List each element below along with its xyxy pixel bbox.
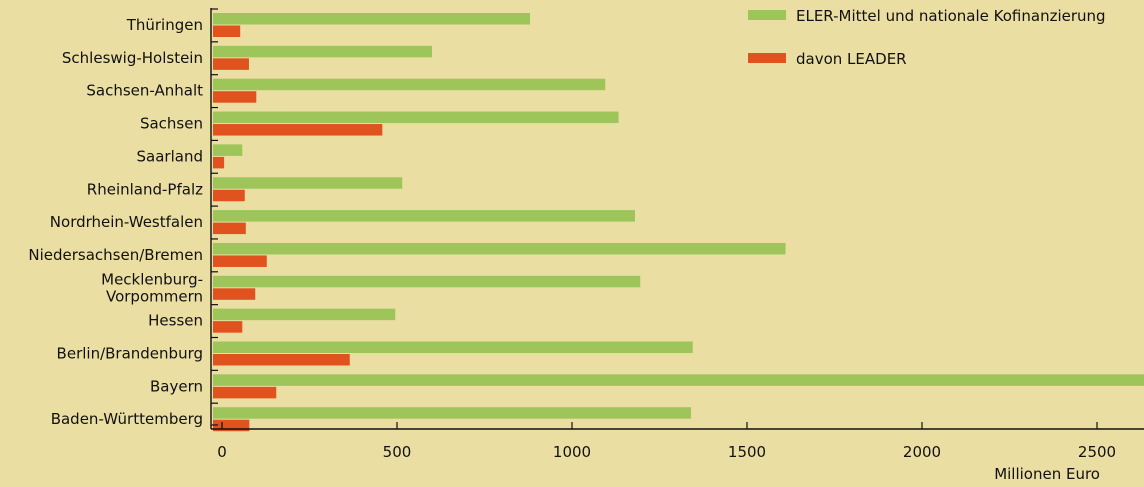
legend: ELER-Mittel und nationale Kofinanzierung…	[748, 7, 1106, 68]
category-label-mecklenburg-vorpommern: Mecklenburg-Vorpommern	[101, 270, 203, 305]
bar-eler-bayern	[213, 374, 1144, 386]
bar-eler-sachsen-anhalt	[213, 78, 606, 91]
bar-leader-rheinland-pfalz	[213, 189, 245, 202]
x-tick-label: 500	[383, 443, 412, 461]
legend-label-leader: davon LEADER	[796, 50, 907, 68]
bar-eler-berlin-brandenburg	[213, 341, 693, 353]
bar-leader-sachsen-anhalt	[213, 91, 257, 103]
bar-leader-baden-württemberg	[213, 419, 250, 432]
bar-leader-schleswig-holstein	[213, 58, 249, 70]
bar-eler-nordrhein-westfalen	[213, 210, 635, 222]
category-label-baden-württemberg: Baden-Württemberg	[51, 410, 203, 428]
category-labels: Thüringen Schleswig-Holstein Sachsen-Anhal…	[28, 16, 203, 428]
bar-eler-mecklenburg-vorpommern	[213, 275, 641, 288]
category-label-nordrhein-westfalen: Nordrhein-Westfalen	[50, 213, 203, 231]
bar-leader-berlin-brandenburg	[213, 354, 350, 366]
bar-leader-hessen	[213, 321, 243, 333]
category-label-sachsen-anhalt: Sachsen-Anhalt	[86, 82, 203, 100]
legend-swatch-eler	[748, 10, 786, 20]
x-axis-label: Millionen Euro	[994, 465, 1100, 483]
x-tick-label: 2500	[1078, 443, 1116, 461]
bar-leader-bayern	[213, 386, 277, 399]
bar-eler-saarland	[213, 144, 243, 156]
x-tick-label: 0	[217, 443, 227, 461]
legend-swatch-leader	[748, 53, 786, 63]
category-label-sachsen: Sachsen	[140, 115, 203, 133]
category-label-rheinland-pfalz: Rheinland-Pfalz	[87, 180, 203, 198]
category-label-thüringen: Thüringen	[126, 16, 203, 34]
bar-leader-mecklenburg-vorpommern	[213, 288, 256, 300]
bars-layer	[213, 13, 1144, 432]
category-label-hessen: Hessen	[148, 312, 203, 330]
bar-eler-schleswig-holstein	[213, 45, 432, 58]
category-label-bayern: Bayern	[150, 377, 203, 395]
x-tick-label: 1000	[553, 443, 591, 461]
category-label-niedersachsen-bremen: Niedersachsen/Bremen	[28, 246, 203, 264]
axes-layer	[210, 8, 1144, 430]
bar-eler-sachsen	[213, 111, 619, 124]
bar-eler-rheinland-pfalz	[213, 177, 403, 189]
bar-eler-niedersachsen-bremen	[213, 242, 786, 255]
category-label-schleswig-holstein: Schleswig-Holstein	[62, 49, 203, 67]
bar-eler-baden-württemberg	[213, 407, 691, 419]
x-tick-label: 2000	[903, 443, 941, 461]
bar-eler-hessen	[213, 308, 396, 321]
x-tick-labels: 0 500 1000 1500 2000 2500	[217, 443, 1116, 461]
bar-leader-nordrhein-westfalen	[213, 222, 246, 235]
category-label-saarland: Saarland	[137, 147, 203, 165]
legend-label-eler: ELER-Mittel und nationale Kofinanzierung	[796, 7, 1106, 25]
bar-leader-sachsen	[213, 124, 383, 136]
bar-leader-niedersachsen-bremen	[213, 255, 267, 267]
bar-leader-thüringen	[213, 25, 241, 37]
bar-eler-thüringen	[213, 13, 530, 25]
bar-leader-saarland	[213, 156, 225, 169]
x-tick-label: 1500	[728, 443, 766, 461]
category-label-berlin-brandenburg: Berlin/Brandenburg	[57, 345, 203, 363]
